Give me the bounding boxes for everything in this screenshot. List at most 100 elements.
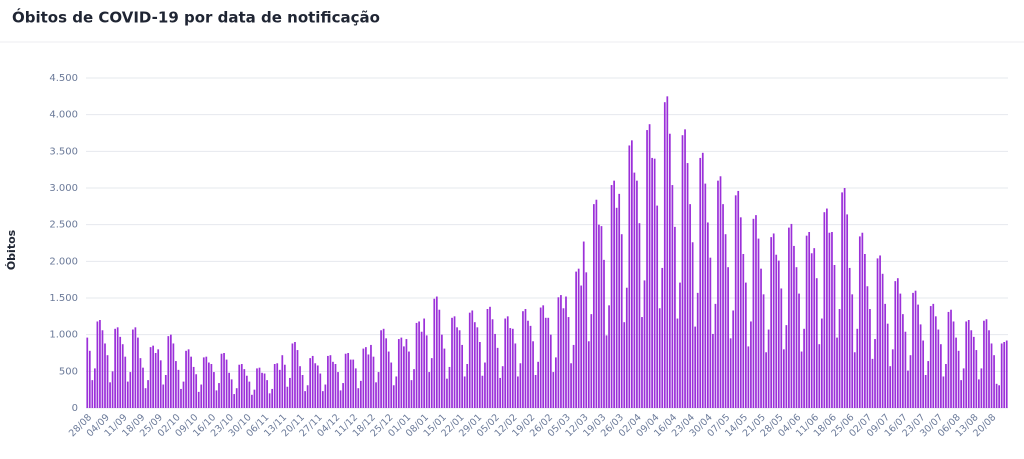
bar [826, 208, 828, 408]
bar [729, 338, 732, 408]
bar [116, 327, 119, 408]
bar [577, 268, 580, 408]
bar [562, 308, 565, 408]
bar [742, 254, 745, 408]
bar [820, 318, 823, 408]
bar [101, 330, 104, 408]
bar [585, 272, 588, 408]
bar [547, 317, 550, 408]
bar [709, 257, 712, 408]
bar [575, 271, 577, 408]
bar [717, 180, 719, 408]
bar [491, 319, 494, 408]
bar [737, 190, 740, 408]
bar [712, 333, 714, 408]
bar [207, 362, 210, 408]
bar [810, 253, 813, 408]
bar [489, 306, 491, 408]
bar [625, 287, 628, 408]
bar [395, 376, 398, 408]
bar [808, 232, 811, 408]
bar [430, 358, 433, 408]
bar [304, 391, 306, 408]
bar [772, 233, 775, 408]
bar [651, 157, 653, 408]
bar [162, 384, 165, 408]
bar [316, 365, 319, 408]
bar [372, 356, 375, 408]
bar [210, 364, 213, 408]
bar [223, 353, 225, 408]
bar [608, 305, 610, 408]
bar [924, 375, 927, 408]
bar [760, 268, 762, 408]
bar [167, 336, 170, 408]
bar [831, 232, 833, 408]
bar [630, 140, 633, 409]
bar [937, 329, 940, 408]
bar [539, 307, 542, 408]
bar [747, 346, 750, 408]
bar [370, 344, 372, 408]
bar [919, 324, 922, 408]
bar [869, 309, 871, 408]
bar [978, 379, 980, 408]
bar [636, 180, 638, 408]
bar [451, 317, 453, 408]
bar [311, 355, 314, 408]
bar [205, 356, 208, 408]
bar [131, 329, 134, 408]
bar [580, 285, 583, 408]
bar [917, 304, 919, 408]
bar [334, 364, 337, 408]
bar [1000, 343, 1003, 408]
bar [248, 381, 251, 408]
bar [815, 278, 818, 408]
bar [790, 223, 793, 408]
bar [752, 218, 755, 408]
bar [362, 348, 365, 408]
bar [119, 336, 122, 408]
bar [352, 359, 355, 408]
bar [618, 193, 621, 408]
y-tick-label: 1.000 [49, 330, 78, 341]
bar [646, 130, 648, 409]
bar [468, 312, 471, 408]
bar [744, 282, 747, 408]
bar [453, 316, 456, 408]
bar [220, 353, 223, 408]
bar [967, 320, 970, 408]
bar [858, 236, 861, 408]
bar [144, 388, 147, 408]
bar [377, 372, 380, 408]
y-tick-label: 4.500 [49, 73, 78, 84]
bar [121, 344, 124, 408]
bar [385, 338, 388, 408]
bar [392, 385, 395, 408]
bar [433, 298, 436, 408]
bar [365, 347, 367, 408]
bar [765, 352, 767, 408]
bar [679, 282, 681, 408]
bar [598, 224, 600, 408]
bar [192, 366, 195, 408]
bar [668, 133, 671, 408]
bar [552, 372, 555, 408]
bar [481, 375, 484, 408]
bar [319, 373, 322, 408]
bar [985, 319, 988, 408]
bar [202, 357, 205, 408]
bar [324, 384, 327, 408]
bar [902, 314, 904, 408]
bar [354, 368, 357, 408]
bar [332, 361, 334, 408]
bar [846, 214, 849, 408]
bar [950, 309, 952, 408]
bar [894, 281, 897, 408]
bar [658, 308, 661, 408]
bar [648, 124, 651, 408]
bar [496, 347, 499, 408]
bar [641, 317, 643, 408]
bar [529, 325, 532, 408]
bar [190, 356, 192, 408]
